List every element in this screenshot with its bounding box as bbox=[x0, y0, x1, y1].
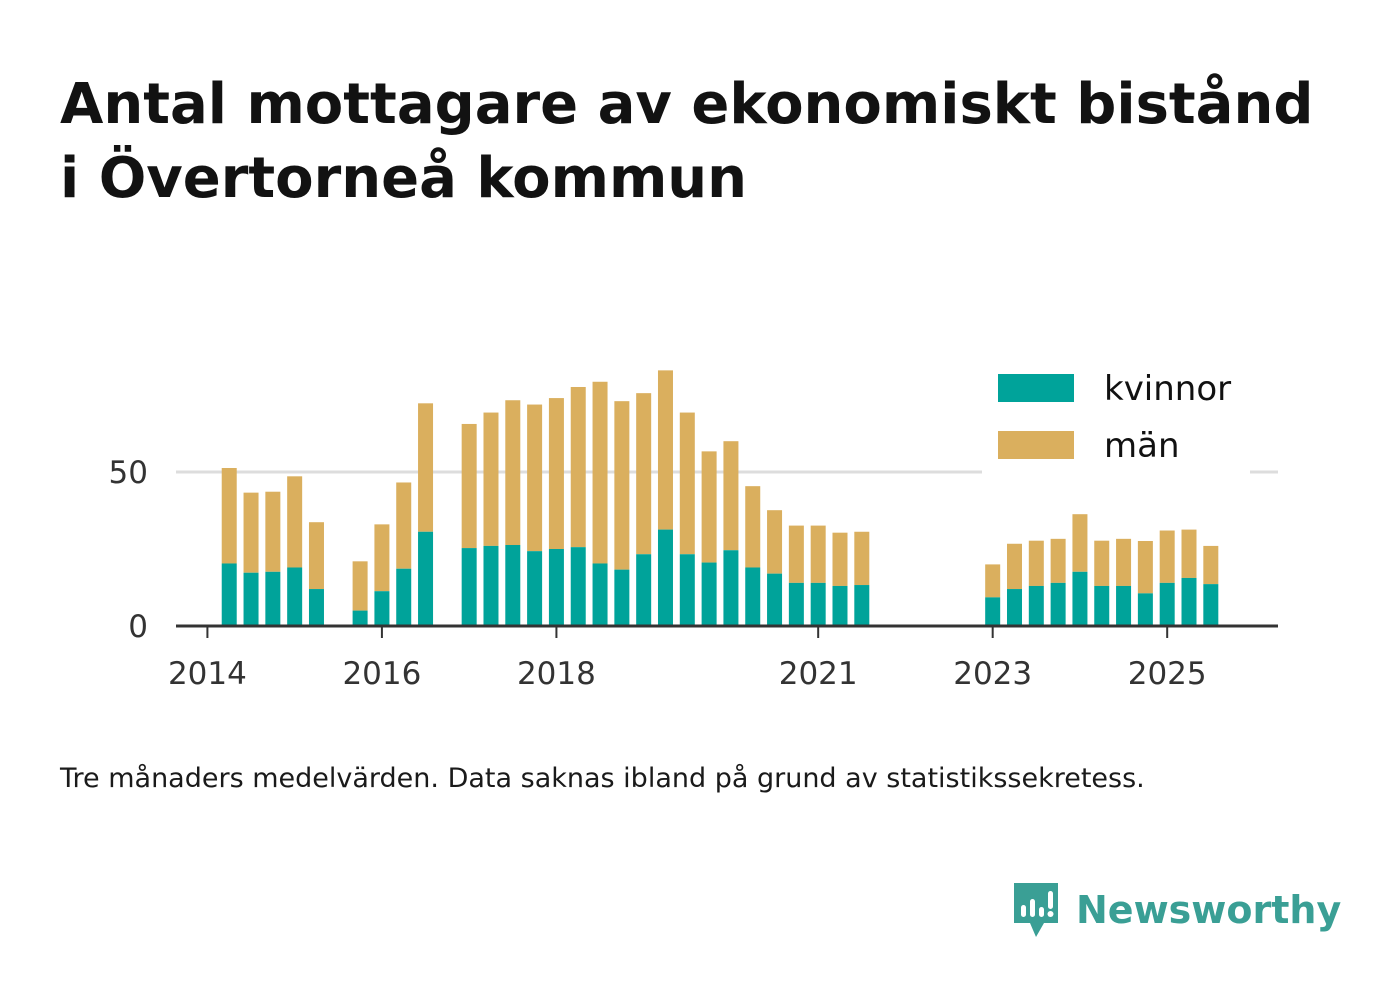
bar-man bbox=[723, 441, 739, 551]
newsworthy-brand[interactable]: Newsworthy bbox=[1010, 878, 1341, 942]
bar-man bbox=[679, 412, 695, 555]
bar-man bbox=[592, 381, 608, 564]
y-tick-label-0: 0 bbox=[128, 609, 148, 645]
bar-man bbox=[221, 467, 237, 564]
bar-man bbox=[1072, 514, 1088, 572]
bar-kvinnor bbox=[1072, 571, 1088, 626]
bar-kvinnor bbox=[1159, 582, 1175, 626]
bar-kvinnor bbox=[810, 582, 826, 626]
bar-kvinnor bbox=[483, 545, 499, 626]
legend-label-man: män bbox=[1104, 426, 1180, 466]
x-tick-label-2016: 2016 bbox=[342, 656, 421, 692]
bar-kvinnor bbox=[570, 547, 586, 626]
bar-man bbox=[701, 451, 717, 563]
bar-kvinnor bbox=[832, 585, 848, 626]
bar-man bbox=[243, 492, 259, 573]
bar-kvinnor bbox=[679, 554, 695, 626]
y-tick-label-50: 50 bbox=[109, 455, 148, 491]
bar-man bbox=[287, 476, 303, 568]
bar-man bbox=[374, 524, 390, 592]
bar-kvinnor bbox=[1028, 585, 1044, 626]
x-tick-label-2025: 2025 bbox=[1128, 656, 1207, 692]
bar-man bbox=[1159, 530, 1175, 583]
bar-man bbox=[308, 522, 324, 590]
bar-man bbox=[657, 370, 673, 530]
bar-man bbox=[788, 525, 804, 583]
bar-kvinnor bbox=[701, 562, 717, 626]
chart-title-line-2: i Övertorneå kommun bbox=[60, 146, 748, 211]
bar-kvinnor bbox=[374, 591, 390, 626]
bar-man bbox=[1203, 545, 1219, 585]
bar-man bbox=[1050, 538, 1066, 583]
bar-kvinnor bbox=[614, 569, 630, 626]
bar-kvinnor bbox=[1181, 577, 1197, 626]
bar-kvinnor bbox=[723, 550, 739, 626]
x-tick-label-2023: 2023 bbox=[953, 656, 1032, 692]
bar-man bbox=[1006, 543, 1022, 590]
bar-kvinnor bbox=[352, 610, 368, 626]
bar-kvinnor bbox=[461, 548, 477, 626]
bar-kvinnor bbox=[1094, 585, 1110, 626]
bar-man bbox=[548, 398, 564, 549]
bar-man bbox=[854, 531, 870, 586]
bar-man bbox=[767, 510, 783, 574]
bar-man bbox=[1028, 540, 1044, 586]
bar-man bbox=[832, 532, 848, 586]
bar-man bbox=[265, 491, 281, 572]
chart-title: Antal mottagare av ekonomiskt bistånd i … bbox=[60, 68, 1340, 216]
newsworthy-logo-icon bbox=[1014, 883, 1058, 937]
footnote: Tre månaders medelvärden. Data saknas ib… bbox=[60, 763, 1145, 794]
brand-name: Newsworthy bbox=[1076, 888, 1342, 932]
bar-man bbox=[483, 412, 499, 546]
bar-kvinnor bbox=[636, 554, 652, 626]
x-tick-label-2018: 2018 bbox=[517, 656, 596, 692]
bar-man bbox=[527, 404, 543, 552]
bar-man bbox=[810, 525, 826, 583]
bar-kvinnor bbox=[221, 563, 237, 626]
bar-kvinnor bbox=[1050, 582, 1066, 626]
bar-kvinnor bbox=[985, 597, 1001, 626]
stacked-bar-chart: 0 50 2014 2016 2018 2021 2023 2025 kvinnor män bbox=[108, 369, 1278, 692]
bar-kvinnor bbox=[592, 563, 608, 626]
bar-kvinnor bbox=[745, 567, 761, 626]
bar-kvinnor bbox=[265, 571, 281, 626]
bar-kvinnor bbox=[505, 544, 521, 626]
bar-kvinnor bbox=[1137, 593, 1153, 626]
bar-kvinnor bbox=[418, 531, 434, 626]
legend-swatch-man bbox=[998, 431, 1074, 459]
bar-man bbox=[636, 393, 652, 555]
bar-kvinnor bbox=[548, 549, 564, 626]
bar-man bbox=[1094, 540, 1110, 586]
legend-label-kvinnor: kvinnor bbox=[1104, 369, 1231, 409]
bar-kvinnor bbox=[1116, 585, 1132, 626]
bar-kvinnor bbox=[1203, 584, 1219, 626]
bar-man bbox=[461, 423, 477, 549]
x-tick-label-2021: 2021 bbox=[779, 656, 858, 692]
bar-kvinnor bbox=[308, 589, 324, 626]
bar-man bbox=[570, 386, 586, 548]
bar-kvinnor bbox=[788, 582, 804, 626]
bar-kvinnor bbox=[657, 529, 673, 626]
bar-kvinnor bbox=[767, 573, 783, 626]
bar-man bbox=[396, 482, 412, 569]
legend-swatch-kvinnor bbox=[998, 374, 1074, 402]
bar-man bbox=[745, 486, 761, 568]
bar-kvinnor bbox=[854, 585, 870, 626]
x-tick-label-2014: 2014 bbox=[168, 656, 247, 692]
bar-kvinnor bbox=[527, 551, 543, 626]
bar-kvinnor bbox=[243, 572, 259, 626]
bar-kvinnor bbox=[287, 567, 303, 626]
bar-man bbox=[1181, 529, 1197, 578]
bar-man bbox=[505, 400, 521, 545]
bar-man bbox=[614, 401, 630, 570]
bar-man bbox=[1137, 540, 1153, 594]
bar-man bbox=[418, 403, 434, 532]
bar-kvinnor bbox=[1006, 589, 1022, 626]
chart-title-line-1: Antal mottagare av ekonomiskt bistånd bbox=[60, 72, 1314, 137]
bar-kvinnor bbox=[396, 568, 412, 626]
bar-man bbox=[1116, 538, 1132, 586]
bar-man bbox=[985, 564, 1001, 598]
bar-man bbox=[352, 561, 368, 611]
